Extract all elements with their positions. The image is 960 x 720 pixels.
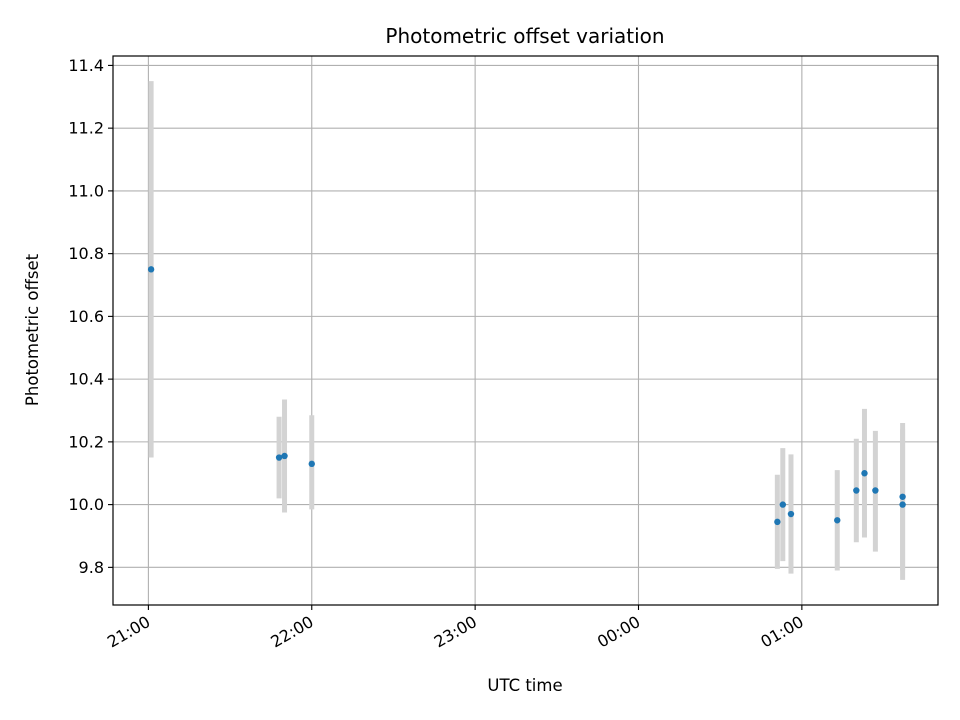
- data-points: [147, 266, 906, 526]
- x-axis-label: UTC time: [487, 676, 562, 695]
- data-point: [787, 510, 795, 518]
- data-point: [834, 517, 841, 524]
- data-point: [147, 266, 155, 273]
- y-tick-label: 11.2: [68, 119, 104, 138]
- chart-title: Photometric offset variation: [385, 24, 664, 48]
- data-point: [899, 493, 906, 500]
- data-point: [853, 487, 860, 494]
- y-tick-label: 10.0: [68, 495, 104, 514]
- y-tick-label: 10.2: [68, 432, 104, 451]
- y-tick-label: 10.8: [68, 244, 104, 263]
- data-point: [861, 470, 868, 477]
- y-tick-label: 10.4: [68, 370, 104, 389]
- y-tick-label: 11.0: [68, 181, 104, 200]
- data-point: [281, 452, 288, 460]
- data-point: [774, 518, 781, 526]
- y-tick-label: 11.4: [68, 56, 104, 75]
- data-point: [308, 460, 315, 468]
- y-tick-label: 10.6: [68, 307, 104, 326]
- y-axis-ticks: 9.8 10.0 10.2 10.4 10.6 10.8 11.0 11.2 11.4: [68, 56, 113, 577]
- grid: [113, 56, 938, 605]
- y-axis-label: Photometric offset: [23, 253, 42, 406]
- data-point: [872, 487, 879, 494]
- data-point: [779, 501, 787, 508]
- y-tick-label: 9.8: [79, 558, 104, 577]
- data-point: [899, 501, 906, 508]
- data-point: [275, 454, 283, 461]
- plot-frame: [112, 55, 939, 606]
